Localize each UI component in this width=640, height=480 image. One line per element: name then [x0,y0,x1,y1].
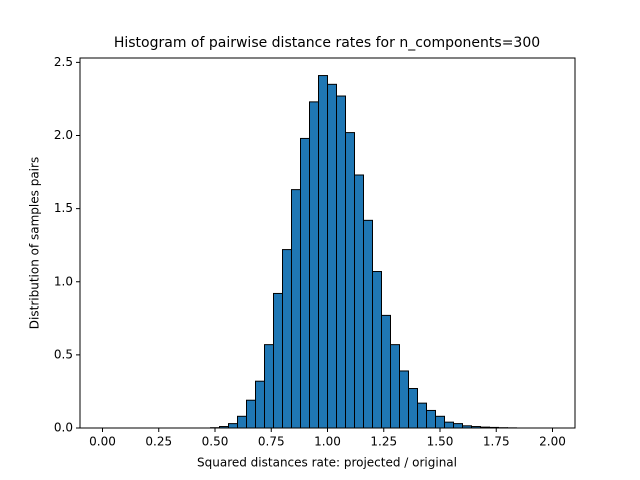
bar [327,83,337,429]
x-tick-label: 1.00 [314,435,341,449]
bar [381,314,391,429]
x-tick-label: 1.75 [483,435,510,449]
bar [390,344,400,429]
bar [444,421,454,429]
bar [417,402,427,429]
x-tick-label: 1.50 [427,435,454,449]
bar [336,95,346,429]
bar [255,380,265,429]
bar [309,101,319,429]
bar [300,137,310,429]
bar [453,423,463,429]
bar [408,388,418,429]
bar [372,271,382,429]
bar [282,249,292,429]
bar [228,423,238,429]
y-tick-label: 0.5 [54,347,73,361]
y-tick-label: 2.5 [54,55,73,69]
bar [435,415,445,429]
bar [291,189,301,429]
bar [345,132,355,429]
bar [246,399,256,429]
bar [237,415,247,429]
x-tick-label: 2.00 [539,435,566,449]
x-tick-label: 0.50 [202,435,229,449]
y-tick-label: 1.5 [54,201,73,215]
y-tick-label: 2.0 [54,128,73,142]
x-tick-label: 0.00 [89,435,116,449]
bar [426,409,436,429]
x-tick-label: 0.25 [145,435,172,449]
chart-title: Histogram of pairwise distance rates for… [114,35,540,51]
bar [363,219,373,429]
bar [354,174,364,429]
y-axis-label: Distribution of samples pairs [28,157,42,329]
x-axis-label: Squared distances rate: projected / orig… [197,456,457,470]
x-tick-label: 1.25 [370,435,397,449]
y-tick-label: 0.0 [54,421,73,435]
bar [318,75,328,429]
y-tick-label: 1.0 [54,274,73,288]
x-tick-label: 0.75 [258,435,285,449]
bar [264,344,274,429]
bar [273,292,283,429]
bar [399,370,409,429]
